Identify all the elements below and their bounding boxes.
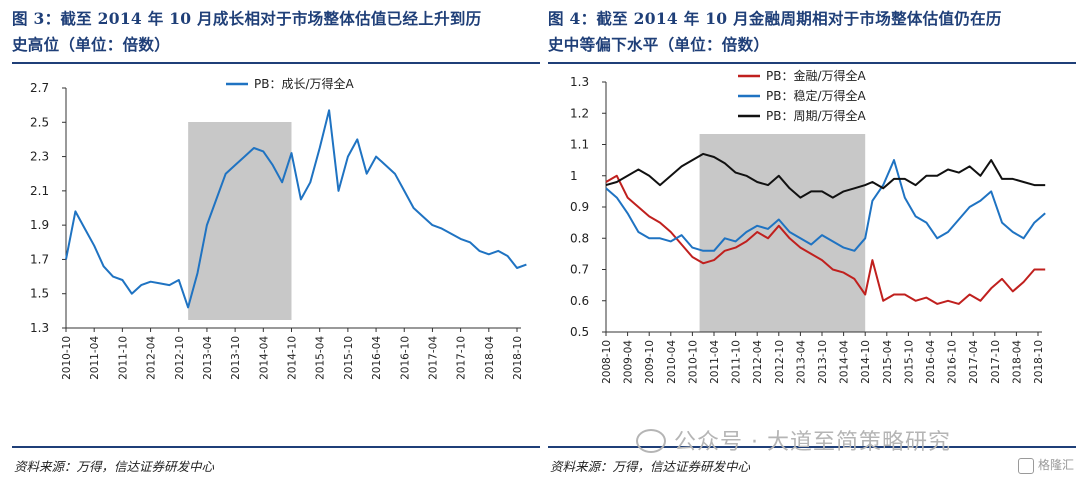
- x-tick-label: 2013-04: [795, 340, 807, 384]
- x-tick-label: 2008-10: [601, 340, 613, 384]
- chart-title-right-line1: 图 4：截至 2014 年 10 月金融周期相对于市场整体估值仍在历: [548, 9, 1002, 28]
- chart-title-right: 图 4：截至 2014 年 10 月金融周期相对于市场整体估值仍在历 史中等偏下…: [548, 6, 1076, 58]
- watermark-text: 公众号 · 大道至简策略研究: [674, 430, 951, 455]
- line-chart-left: 2.7 2.5 2.3 2.1 1.9 1.7 1.5 1.3 2010-10 2011-04 20…: [30, 76, 527, 380]
- x-tick-label: 2011-04: [709, 340, 721, 384]
- series-line-0: [65, 109, 527, 309]
- y-tick-label: 2.1: [30, 184, 49, 198]
- y-tick-label: 0.5: [570, 325, 589, 339]
- x-tick-label: 2017-04: [968, 340, 980, 384]
- x-tick-label: 2014-10: [287, 336, 299, 380]
- x-tick-label: 2018-10: [1033, 340, 1045, 384]
- chart-title-right-line2: 史中等偏下水平（单位：倍数）: [548, 35, 770, 54]
- x-tick-label: 2012-04: [752, 340, 764, 384]
- x-tick-label: 2016-04: [371, 336, 383, 380]
- x-tick-label: 2016-04: [925, 340, 937, 384]
- title-rule-left: [12, 62, 540, 64]
- y-tick-label: 0.7: [570, 263, 589, 277]
- y-tick-label: 1.7: [30, 252, 49, 266]
- legend-label: PB：成长/万得全A: [254, 76, 355, 91]
- x-tick-label: 2012-04: [146, 336, 158, 380]
- source-rule-left: [12, 446, 540, 448]
- chart-title-left-line2: 史高位（单位：倍数）: [12, 35, 171, 54]
- x-tick-label: 2015-04: [315, 336, 327, 380]
- y-tick-label: 0.9: [570, 200, 589, 214]
- watermark: 公众号 · 大道至简策略研究: [636, 424, 951, 456]
- highlight-period-shade: [188, 122, 292, 320]
- x-tick-label: 2015-10: [343, 336, 355, 380]
- y-tick-label: 1.2: [570, 106, 589, 120]
- x-tick-label: 2017-10: [990, 340, 1002, 384]
- x-tick-label: 2010-10: [687, 340, 699, 384]
- y-tick-label: 1.9: [30, 218, 49, 232]
- x-tick-label: 2013-10: [230, 336, 242, 380]
- chart-panel-right: 图 4：截至 2014 年 10 月金融周期相对于市场整体估值仍在历 史中等偏下…: [548, 0, 1076, 483]
- legend-label: PB：周期/万得全A: [766, 108, 867, 123]
- x-tick-label: 2013-04: [202, 336, 214, 380]
- x-tick-label: 2012-10: [774, 340, 786, 384]
- series-line-10: [605, 174, 1046, 305]
- highlight-period-shade: [699, 134, 866, 332]
- y-tick-label: 2.3: [30, 150, 49, 164]
- chart-title-left: 图 3：截至 2014 年 10 月成长相对于市场整体估值已经上升到历 史高位（…: [12, 6, 540, 58]
- source-note-left: 资料来源：万得，信达证券研发中心: [14, 459, 215, 474]
- legend-label: PB：稳定/万得全A: [766, 88, 867, 103]
- brand-mark: 格隆汇: [1017, 456, 1074, 474]
- x-tick-label: 2014-10: [860, 340, 872, 384]
- x-tick-label: 2009-10: [644, 340, 656, 384]
- x-tick-label: 2010-10: [61, 336, 73, 380]
- x-tick-label: 2018-04: [1011, 340, 1023, 384]
- y-tick-label: 1.3: [570, 75, 589, 89]
- x-tick-label: 2014-04: [258, 336, 270, 380]
- x-tick-label: 2009-04: [623, 340, 635, 384]
- brand-text: 格隆汇: [1037, 458, 1074, 472]
- x-tick-label: 2017-10: [456, 336, 468, 380]
- x-tick-label: 2011-10: [117, 336, 129, 380]
- wechat-icon: [636, 429, 666, 453]
- legend-label: PB：金融/万得全A: [766, 68, 867, 83]
- y-tick-label: 0.8: [570, 231, 589, 245]
- x-tick-label: 2015-10: [903, 340, 915, 384]
- x-tick-label: 2016-10: [947, 340, 959, 384]
- chart-panel-left: 图 3：截至 2014 年 10 月成长相对于市场整体估值已经上升到历 史高位（…: [12, 0, 540, 483]
- y-tick-label: 1.5: [30, 287, 49, 301]
- x-tick-label: 2014-04: [839, 340, 851, 384]
- series-line-12: [605, 152, 1046, 199]
- x-tick-label: 2010-04: [666, 340, 678, 384]
- y-tick-label: 1: [570, 169, 578, 183]
- x-tick-label: 2018-04: [484, 336, 496, 380]
- x-tick-label: 2011-10: [731, 340, 743, 384]
- title-rule-right: [548, 62, 1076, 64]
- source-rule-right: [548, 446, 1076, 448]
- brand-logo-icon: [1017, 457, 1034, 474]
- y-tick-label: 1.1: [570, 138, 589, 152]
- x-tick-label: 2011-04: [89, 336, 101, 380]
- series-line-11: [605, 159, 1046, 252]
- x-tick-label: 2018-10: [512, 336, 524, 380]
- chart-title-left-line1: 图 3：截至 2014 年 10 月成长相对于市场整体估值已经上升到历: [12, 9, 482, 28]
- x-tick-label: 2016-10: [399, 336, 411, 380]
- y-tick-label: 1.3: [30, 321, 49, 335]
- x-tick-label: 2015-04: [882, 340, 894, 384]
- x-tick-label: 2012-10: [174, 336, 186, 380]
- x-tick-label: 2013-10: [817, 340, 829, 384]
- y-tick-label: 0.6: [570, 294, 589, 308]
- y-tick-label: 2.5: [30, 115, 49, 129]
- line-chart-right: 1.3 1.2 1.1 1 0.9 0.8 0.7 0.6 0.5 2008-10 2009-04 2…: [570, 68, 1046, 384]
- x-tick-label: 2017-04: [427, 336, 439, 380]
- source-note-right: 资料来源：万得，信达证券研发中心: [550, 459, 751, 474]
- y-tick-label: 2.7: [30, 81, 49, 95]
